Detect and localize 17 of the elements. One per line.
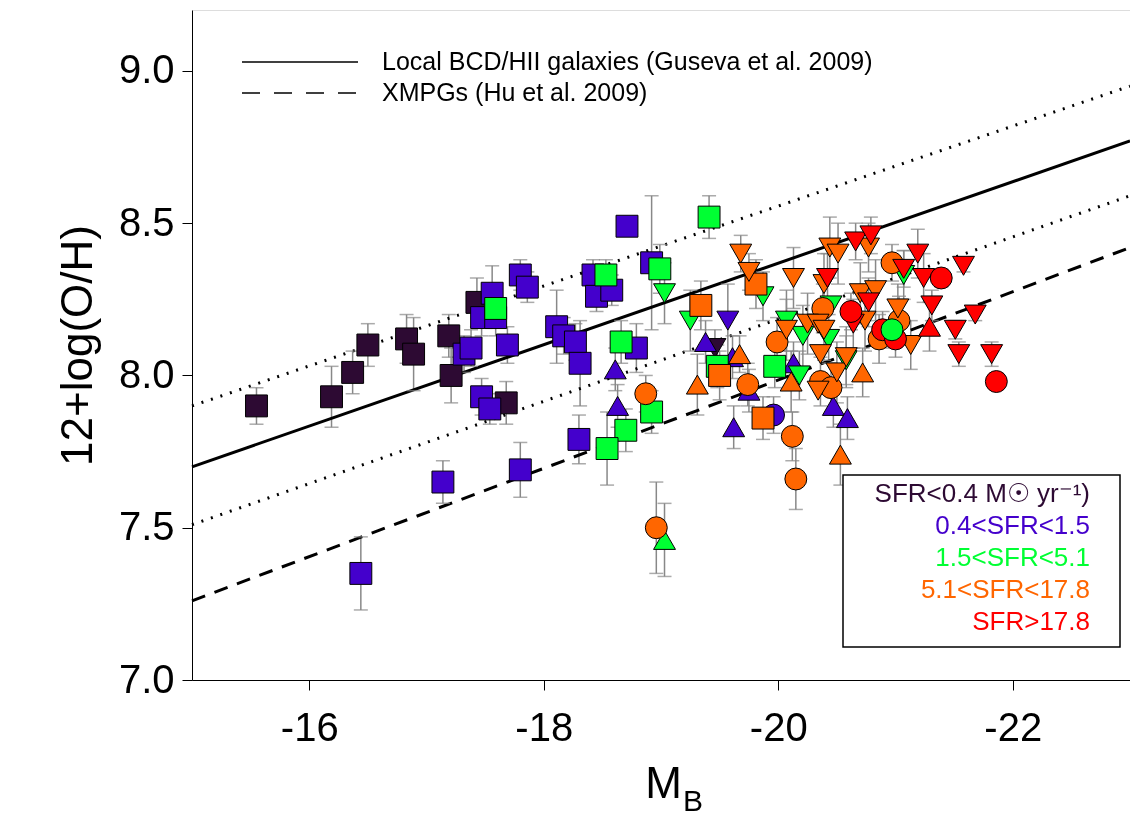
y-tick-label: 9.0 (118, 47, 175, 92)
text: SFR<0.4 M☉ yr⁻¹) (874, 478, 1090, 508)
x-tick-label: -20 (749, 704, 808, 749)
x-tick-label: -22 (984, 704, 1043, 749)
y-tick-label: 7.0 (118, 656, 175, 701)
y-axis-title: 12+log(O/H) (51, 225, 101, 466)
y-tick-label: 8.0 (118, 351, 175, 396)
text: 0.4<SFR<1.5 (935, 510, 1090, 540)
text: 1.5<SFR<5.1 (935, 542, 1090, 572)
legend-label: Local BCD/HII galaxies (Guseva et al. 2009) (382, 47, 873, 75)
text: SFR>17.8 (972, 606, 1090, 636)
y-tick-label: 8.5 (118, 199, 175, 244)
y-tick-label: 7.5 (118, 504, 175, 549)
x-tick-label: -16 (280, 704, 339, 749)
text: 5.1<SFR<17.8 (920, 574, 1090, 604)
legend-label: XMPGs (Hu et al. 2009) (382, 78, 648, 106)
x-tick-label: -18 (515, 704, 574, 749)
